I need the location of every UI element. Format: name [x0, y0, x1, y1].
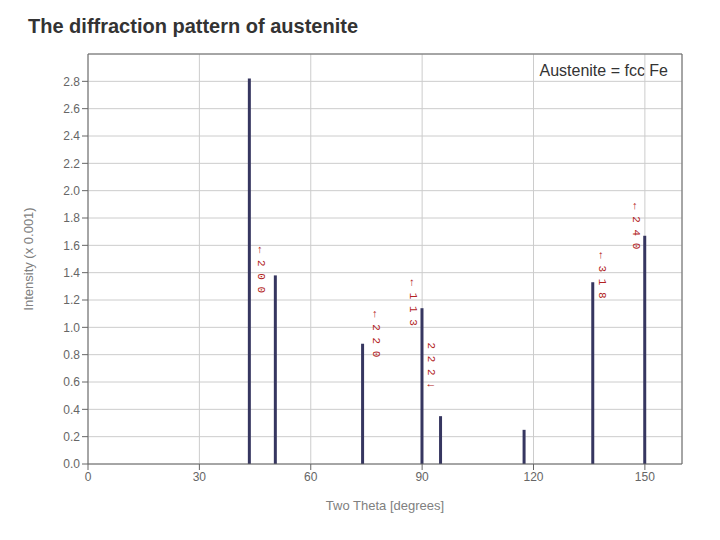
svg-text:120: 120: [523, 470, 543, 484]
html-text:The diffraction pattern of aus: The diffraction pattern of austenite: [28, 15, 358, 37]
svg-text:← 2 4 0: ← 2 4 0: [630, 203, 642, 249]
svg-text:90: 90: [415, 470, 429, 484]
svg-text:Intensity (x 0.001): Intensity (x 0.001): [21, 207, 36, 310]
svg-text:0.8: 0.8: [63, 348, 80, 362]
svg-text:0: 0: [85, 470, 92, 484]
svg-text:1.6: 1.6: [63, 239, 80, 253]
svg-text:0.4: 0.4: [63, 403, 80, 417]
svg-text:Two Theta [degrees]: Two Theta [degrees]: [326, 498, 444, 513]
svg-text:0.2: 0.2: [63, 430, 80, 444]
svg-text:← 3 1 8: ← 3 1 8: [596, 252, 608, 298]
svg-text:1.2: 1.2: [63, 293, 80, 307]
svg-text:1.0: 1.0: [63, 321, 80, 335]
svg-text:30: 30: [193, 470, 207, 484]
svg-text:2.0: 2.0: [63, 184, 80, 198]
svg-text:0.0: 0.0: [63, 457, 80, 471]
svg-text:2.4: 2.4: [63, 129, 80, 143]
svg-text:60: 60: [304, 470, 318, 484]
svg-text:← 1 1 3: ← 1 1 3: [407, 280, 419, 326]
html-text:Austenite = fcc Fe: Austenite = fcc Fe: [539, 62, 668, 79]
svg-text:1.4: 1.4: [63, 266, 80, 280]
svg-text:2.6: 2.6: [63, 102, 80, 116]
svg-text:← 2 0 0: ← 2 0 0: [255, 247, 267, 293]
svg-text:1.8: 1.8: [63, 211, 80, 225]
svg-text:2.8: 2.8: [63, 75, 80, 89]
svg-text:0.6: 0.6: [63, 375, 80, 389]
svg-text:← 2 2 0: ← 2 2 0: [370, 311, 382, 357]
svg-text:2.2: 2.2: [63, 157, 80, 171]
svg-text:150: 150: [635, 470, 655, 484]
svg-text:2 2 2 ↓: 2 2 2 ↓: [425, 342, 437, 388]
